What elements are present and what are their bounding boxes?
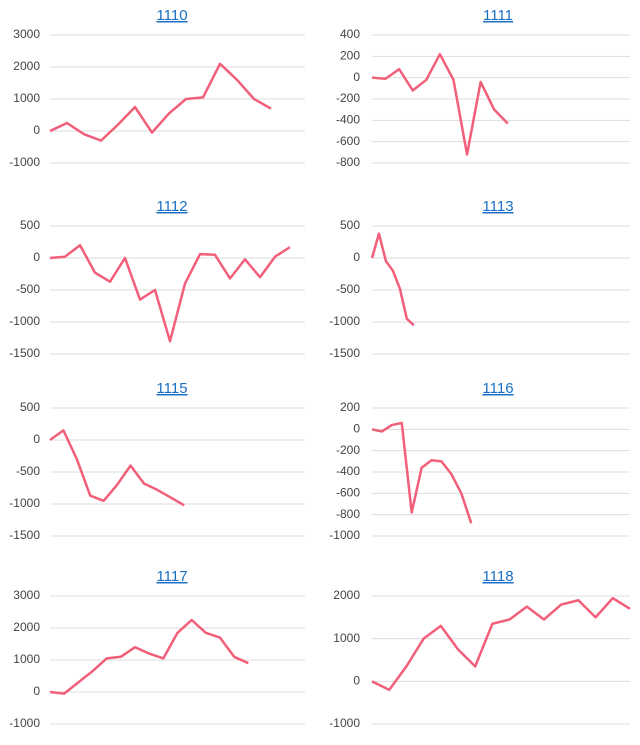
y-tick-label: -400	[336, 464, 360, 478]
chart-title[interactable]: 1113	[482, 198, 513, 215]
y-tick-label: 1000	[13, 652, 40, 666]
y-tick-label: 500	[340, 218, 360, 232]
data-line	[371, 52, 509, 156]
y-tick-label: -1500	[329, 346, 360, 360]
data-line	[49, 243, 291, 343]
data-line	[370, 232, 415, 327]
y-tick-label: -1000	[9, 716, 40, 730]
y-tick-label: 200	[340, 400, 360, 414]
chart-title[interactable]: 1112	[156, 198, 187, 215]
mini-chart: 1116 -1000 -800 -600 -400 -200 0 200	[329, 380, 630, 542]
data-line	[49, 62, 272, 142]
y-tick-label: 0	[33, 250, 40, 264]
y-tick-label: -600	[336, 486, 360, 500]
y-tick-label: 1000	[333, 631, 360, 645]
y-tick-label: -400	[336, 113, 360, 127]
y-tick-label: -600	[336, 134, 360, 148]
data-line	[371, 596, 631, 692]
y-tick-label: 0	[353, 250, 360, 264]
data-line	[49, 429, 185, 507]
y-tick-label: 0	[353, 422, 360, 436]
y-tick-label: -200	[336, 443, 360, 457]
y-tick-label: 0	[33, 432, 40, 446]
y-tick-label: -1500	[9, 346, 40, 360]
y-tick-label: -1000	[329, 314, 360, 328]
y-tick-label: -500	[16, 464, 40, 478]
chart-title[interactable]: 1117	[156, 568, 187, 585]
y-tick-label: -500	[336, 282, 360, 296]
y-tick-label: 3000	[13, 27, 40, 41]
mini-chart: 1118 -1000 0 1000 2000	[329, 568, 631, 730]
y-tick-label: -1500	[9, 528, 40, 542]
y-tick-label: -1000	[9, 496, 40, 510]
y-tick-label: 3000	[13, 588, 40, 602]
mini-chart: 1112 -1500 -1000 -500 0 500	[9, 198, 305, 360]
y-tick-label: 2000	[13, 59, 40, 73]
data-line	[49, 618, 249, 695]
chart-title[interactable]: 1115	[156, 380, 187, 397]
y-tick-label: 500	[20, 400, 40, 414]
chart-title[interactable]: 1116	[482, 380, 513, 397]
y-tick-label: -500	[16, 282, 40, 296]
y-tick-label: 1000	[13, 91, 40, 105]
chart-title[interactable]: 1111	[483, 7, 513, 24]
y-tick-label: -1000	[9, 155, 40, 169]
y-tick-label: 0	[33, 123, 40, 137]
y-tick-label: -800	[336, 507, 360, 521]
y-tick-label: 400	[340, 27, 360, 41]
y-tick-label: -800	[336, 155, 360, 169]
mini-chart: 1111 -800 -600 -400 -200 0 200 400	[336, 7, 630, 169]
mini-chart: 1115 -1500 -1000 -500 0 500	[9, 380, 305, 542]
y-tick-label: 0	[353, 70, 360, 84]
y-tick-label: -1000	[9, 314, 40, 328]
y-tick-label: 500	[20, 218, 40, 232]
mini-chart: 1113 -1500 -1000 -500 0 500	[329, 198, 630, 360]
chart-title[interactable]: 1110	[156, 7, 187, 24]
y-tick-label: 2000	[333, 588, 360, 602]
mini-chart: 1117 -1000 0 1000 2000 3000	[9, 568, 305, 730]
y-tick-label: 2000	[13, 620, 40, 634]
y-tick-label: 200	[340, 49, 360, 63]
mini-chart: 1110 -1000 0 1000 2000 3000	[9, 7, 305, 169]
y-tick-label: -1000	[329, 528, 360, 542]
data-line	[371, 421, 473, 524]
y-tick-label: -1000	[329, 716, 360, 730]
y-tick-label: 0	[33, 684, 40, 698]
chart-title[interactable]: 1118	[482, 568, 513, 585]
y-tick-label: 0	[353, 674, 360, 688]
y-tick-label: -200	[336, 91, 360, 105]
